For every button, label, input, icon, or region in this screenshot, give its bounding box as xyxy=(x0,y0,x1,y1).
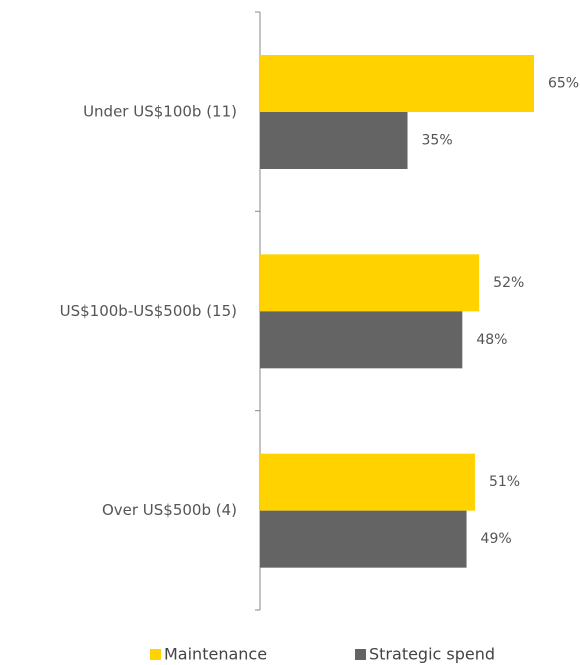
legend-label: Maintenance xyxy=(164,645,267,664)
category-label: Over US$500b (4) xyxy=(102,501,237,519)
legend-swatch xyxy=(355,649,366,660)
bar xyxy=(260,510,467,568)
bar xyxy=(260,55,534,112)
category-label: US$100b-US$500b (15) xyxy=(60,302,237,320)
value-label: 52% xyxy=(493,275,524,291)
category-label: Under US$100b (11) xyxy=(83,103,237,121)
value-label: 51% xyxy=(489,474,520,490)
value-label: 49% xyxy=(481,531,512,547)
bar xyxy=(260,311,463,369)
value-label: 48% xyxy=(476,332,507,348)
bar xyxy=(260,254,480,312)
value-label: 35% xyxy=(422,133,453,149)
value-label: 65% xyxy=(548,76,579,92)
legend-label: Strategic spend xyxy=(369,645,495,664)
bar xyxy=(260,112,408,169)
legend-swatch xyxy=(150,649,161,660)
bar xyxy=(260,453,475,511)
